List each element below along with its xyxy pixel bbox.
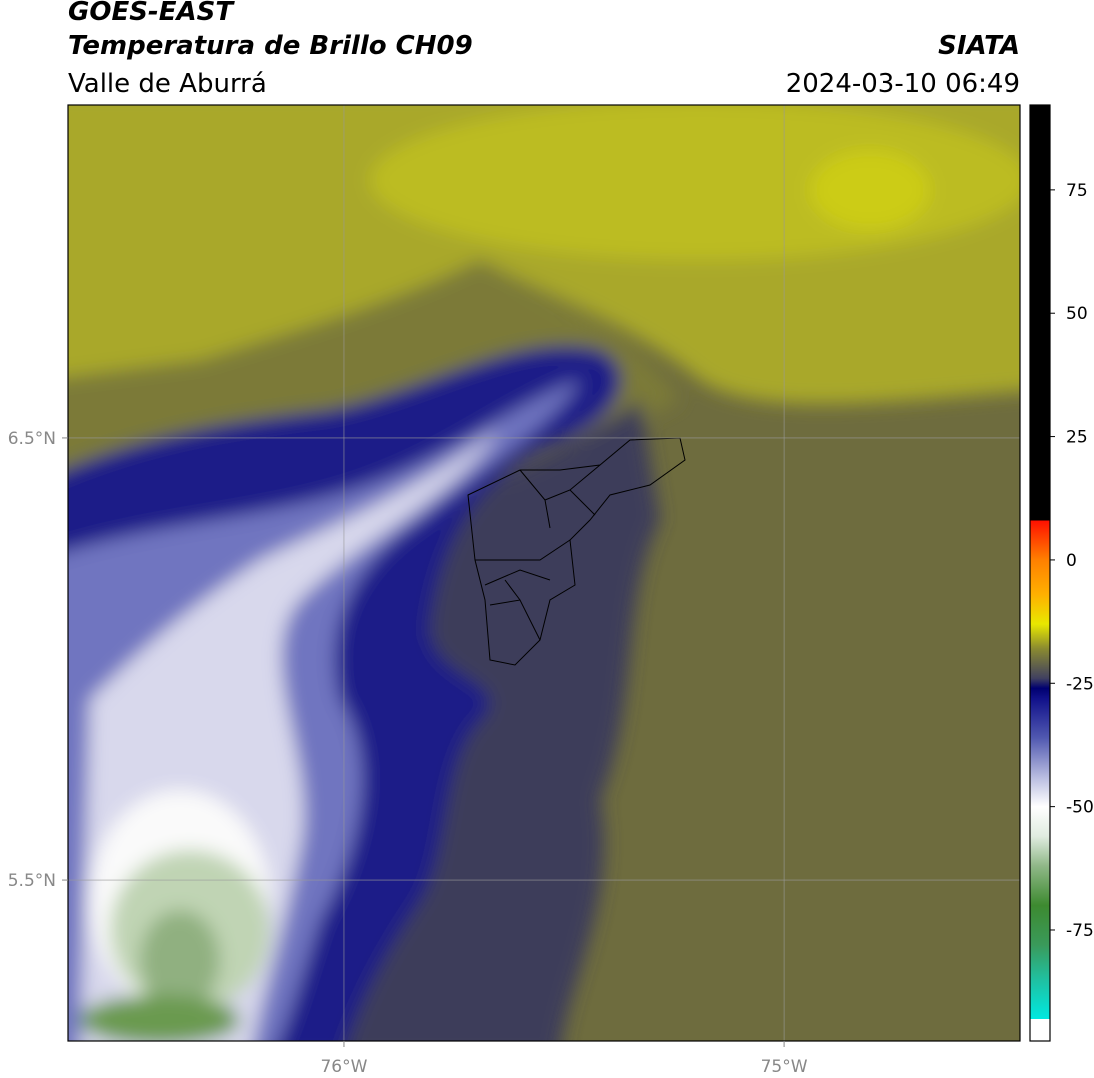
y-tick-label: 5.5°N — [8, 871, 56, 891]
colorbar-tick-label: 75 — [1066, 181, 1088, 201]
colorbar-tick-label: -75 — [1066, 921, 1094, 941]
colorbar: 75 50 25 0 -25 -50 -75 — [1029, 104, 1094, 1042]
datetime: 2024-03-10 06:49 — [786, 69, 1020, 99]
map-image — [68, 105, 1020, 1041]
colorbar-tick-label: -25 — [1066, 674, 1094, 694]
title: GOES-EAST — [68, 0, 235, 27]
colorbar-tick-label: -50 — [1066, 798, 1094, 818]
map-frame — [67, 104, 1021, 1042]
temperature-field — [68, 105, 1020, 1041]
x-tick-label: 76°W — [320, 1057, 367, 1077]
warm-core — [370, 105, 1020, 260]
green-spot — [80, 995, 240, 1041]
colorbar-tick-label: 50 — [1066, 304, 1088, 324]
subtitle: Temperatura de Brillo CH09 — [68, 31, 473, 61]
region: Valle de Aburrá — [68, 69, 267, 99]
colorbar-tick-label: 0 — [1066, 551, 1077, 571]
green-core — [140, 910, 220, 1010]
grid — [68, 105, 1020, 1041]
boundary — [475, 464, 601, 641]
colorbar-tick-label: 25 — [1066, 428, 1088, 448]
y-tick-label: 6.5°N — [8, 429, 56, 449]
source: SIATA — [938, 31, 1020, 61]
x-tick-label: 75°W — [761, 1057, 808, 1077]
municipal-boundaries — [467, 437, 686, 666]
colorbar-scale — [1029, 104, 1051, 1042]
warm-spot — [810, 150, 930, 230]
